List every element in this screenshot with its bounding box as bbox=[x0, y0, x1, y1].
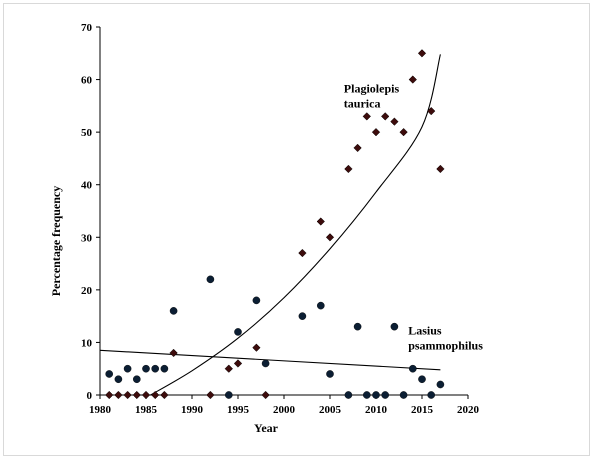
data-point-circle bbox=[206, 275, 215, 284]
data-point-diamond bbox=[417, 49, 427, 58]
data-point-diamond bbox=[408, 75, 417, 84]
y-tick-label: 40 bbox=[81, 180, 93, 192]
data-point-circle bbox=[344, 391, 353, 399]
annotation-1: Lasius psammophilus bbox=[408, 324, 483, 353]
data-point-diamond bbox=[390, 117, 399, 126]
data-point-diamond bbox=[160, 390, 169, 400]
data-point-diamond bbox=[224, 364, 233, 373]
data-point-diamond bbox=[344, 164, 353, 174]
data-point-diamond bbox=[298, 248, 307, 258]
data-points bbox=[105, 49, 445, 400]
y-tick-label: 10 bbox=[81, 337, 93, 349]
series-diamonds bbox=[105, 49, 445, 400]
annotation-line: Plagiolepis bbox=[344, 82, 400, 96]
data-point-circle bbox=[408, 364, 417, 373]
data-point-circle bbox=[142, 364, 150, 373]
data-point-circle bbox=[234, 328, 242, 336]
data-point-diamond bbox=[427, 106, 436, 116]
data-point-diamond bbox=[206, 390, 215, 400]
data-point-diamond bbox=[132, 390, 141, 400]
data-point-diamond bbox=[252, 343, 261, 352]
data-point-circle bbox=[169, 307, 178, 315]
x-tick-label: 2015 bbox=[411, 404, 434, 416]
data-point-circle bbox=[298, 312, 307, 320]
y-tick-label: 30 bbox=[81, 232, 93, 244]
x-tick-label: 2020 bbox=[457, 404, 480, 416]
data-point-diamond bbox=[325, 233, 335, 242]
annotation-line: taurica bbox=[344, 97, 381, 111]
data-point-circle bbox=[436, 380, 445, 389]
x-axis-title: Year bbox=[254, 421, 279, 435]
data-point-diamond bbox=[362, 112, 371, 121]
x-tick-label: 2000 bbox=[273, 404, 296, 416]
y-axis-title: Percentage frequency bbox=[49, 186, 63, 297]
data-point-diamond bbox=[399, 127, 408, 137]
data-point-circle bbox=[418, 375, 426, 384]
data-point-diamond bbox=[381, 112, 390, 121]
data-point-diamond bbox=[261, 390, 270, 400]
data-point-diamond bbox=[353, 143, 362, 153]
y-tick-label: 0 bbox=[87, 390, 93, 402]
x-tick-label: 1995 bbox=[227, 404, 250, 416]
data-point-circle bbox=[224, 391, 233, 399]
data-point-diamond bbox=[141, 390, 151, 400]
data-point-circle bbox=[353, 322, 362, 331]
x-tick-label: 2005 bbox=[319, 404, 342, 416]
data-point-circle bbox=[132, 375, 141, 384]
figure-frame bbox=[3, 3, 590, 456]
data-point-diamond bbox=[233, 359, 243, 368]
data-point-circle bbox=[326, 370, 334, 378]
data-point-circle bbox=[362, 391, 371, 399]
chart-labels: 0 10 20 30 40 50 60 70 1980 1985 1990 1995 2000 2005 2… bbox=[49, 22, 483, 435]
data-point-circle bbox=[316, 301, 325, 310]
annotation-line: Lasius bbox=[408, 324, 442, 338]
data-point-circle bbox=[399, 391, 408, 399]
data-point-circle bbox=[390, 322, 399, 331]
y-tick-label: 70 bbox=[81, 22, 93, 34]
data-point-circle bbox=[381, 391, 390, 399]
data-point-circle bbox=[114, 375, 123, 384]
x-tick-label: 2010 bbox=[365, 404, 388, 416]
y-tick-label: 20 bbox=[81, 285, 93, 297]
annotation-0: Plagiolepis taurica bbox=[344, 82, 400, 111]
data-point-circle bbox=[372, 391, 380, 399]
data-point-diamond bbox=[436, 164, 445, 174]
data-point-diamond bbox=[123, 390, 132, 400]
trend-line bbox=[150, 54, 441, 396]
trend-lines bbox=[99, 54, 441, 396]
data-point-diamond bbox=[316, 217, 325, 226]
data-point-circle bbox=[252, 296, 261, 305]
data-point-circle bbox=[105, 370, 113, 378]
x-tick-label: 1990 bbox=[181, 404, 204, 416]
y-tick-label: 60 bbox=[81, 75, 93, 87]
data-point-circle bbox=[427, 391, 436, 399]
data-point-circle bbox=[151, 364, 159, 373]
series-circles bbox=[105, 275, 445, 399]
data-point-diamond bbox=[371, 127, 381, 137]
data-point-diamond bbox=[114, 390, 123, 400]
trend-line bbox=[99, 349, 441, 371]
data-point-diamond bbox=[151, 390, 160, 400]
data-point-diamond bbox=[105, 390, 114, 400]
x-tick-label: 1985 bbox=[135, 404, 158, 416]
x-tick-label: 1980 bbox=[89, 404, 112, 416]
data-point-circle bbox=[123, 364, 132, 373]
data-point-circle bbox=[160, 364, 169, 373]
data-point-circle bbox=[261, 359, 270, 368]
data-point-diamond bbox=[169, 348, 178, 358]
annotation-line: psammophilus bbox=[408, 339, 483, 353]
y-tick-label: 50 bbox=[81, 127, 93, 139]
